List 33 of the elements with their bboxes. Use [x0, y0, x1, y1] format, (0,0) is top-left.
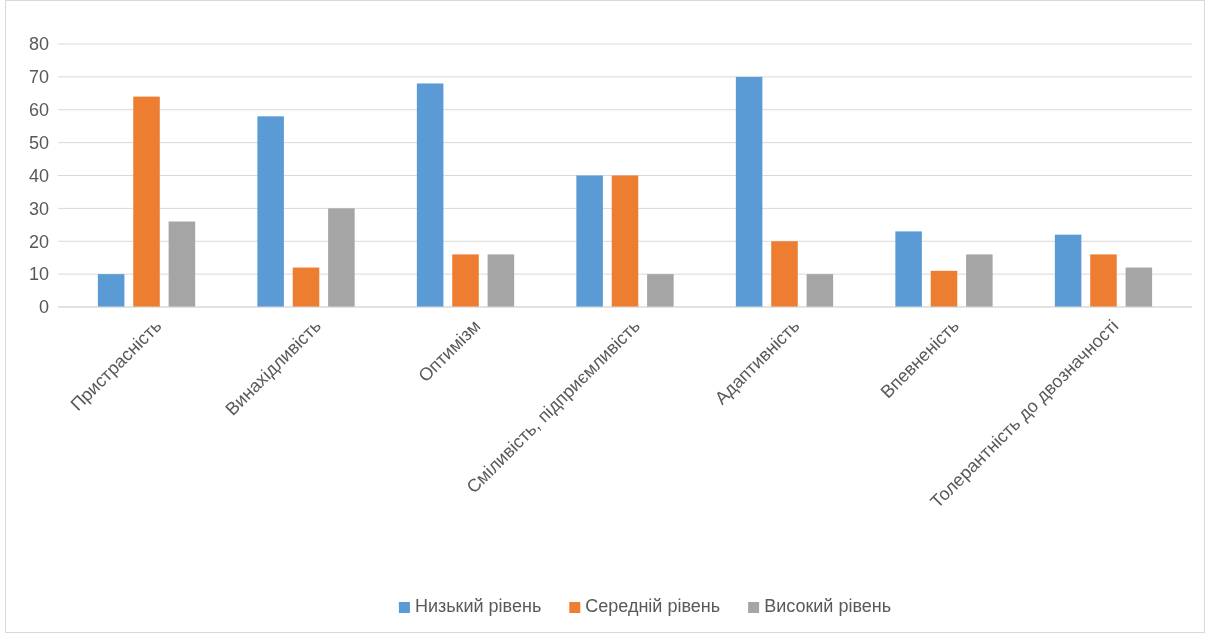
bar — [771, 241, 798, 307]
bar — [257, 116, 284, 307]
bar — [611, 175, 639, 307]
bar — [416, 83, 444, 307]
bar — [1125, 267, 1153, 307]
bar — [133, 96, 160, 307]
legend-label: Середній рівень — [585, 596, 721, 616]
bar — [452, 254, 479, 307]
bar — [168, 221, 196, 307]
y-tick-label: 80 — [28, 34, 49, 55]
legend-label: Високий рівень — [764, 596, 892, 616]
y-tick-label: 10 — [28, 264, 49, 285]
bar — [328, 208, 355, 307]
bar — [895, 231, 922, 307]
bar — [487, 254, 515, 307]
bar — [735, 76, 763, 307]
bar — [576, 175, 603, 307]
bar — [1090, 254, 1117, 307]
y-tick-label: 70 — [28, 67, 49, 88]
y-tick-label: 40 — [28, 165, 49, 186]
bar — [97, 274, 125, 307]
y-tick-label: 60 — [28, 100, 49, 121]
bar — [806, 274, 834, 307]
bar — [966, 254, 993, 307]
y-tick-label: 20 — [28, 231, 49, 252]
bar — [292, 267, 320, 307]
bar — [1054, 234, 1082, 307]
y-tick-label: 30 — [28, 198, 49, 219]
legend-label: Низький рівень — [414, 596, 542, 616]
y-tick-label: 50 — [28, 132, 49, 153]
y-tick-label: 0 — [38, 297, 49, 318]
bar — [647, 274, 674, 307]
bar — [930, 270, 958, 307]
